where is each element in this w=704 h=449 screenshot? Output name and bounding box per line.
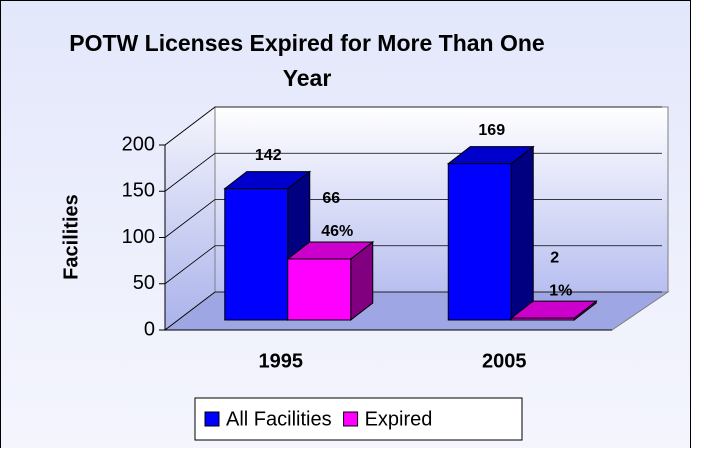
percent-label: 46% <box>321 223 353 240</box>
legend-swatch <box>343 411 359 427</box>
y-tick-label: 50 <box>133 272 155 294</box>
legend-swatch <box>204 411 220 427</box>
y-axis-title: Facilities <box>60 194 82 280</box>
bar <box>510 317 575 321</box>
y-tick-label: 200 <box>122 133 155 155</box>
x-tick-label: 2005 <box>482 350 527 372</box>
y-tick-label: 150 <box>122 180 155 202</box>
bar-side <box>510 145 534 322</box>
data-label: 2 <box>550 249 559 266</box>
data-label: 66 <box>322 190 340 207</box>
x-tick-label: 1995 <box>259 350 304 372</box>
y-tick-label: 100 <box>122 226 155 248</box>
chart-title: POTW Licenses Expired for More Than One … <box>69 30 545 91</box>
bar <box>287 258 352 321</box>
bar <box>224 188 289 321</box>
percent-label: 1% <box>549 282 572 299</box>
legend-label: Expired <box>365 408 433 430</box>
legend-label: All Facilities <box>226 408 332 430</box>
data-label: 142 <box>255 147 282 164</box>
y-tick-label: 0 <box>144 318 155 340</box>
data-label: 169 <box>478 122 505 139</box>
legend <box>194 397 523 441</box>
bar <box>447 163 512 321</box>
grid-line <box>164 106 662 146</box>
